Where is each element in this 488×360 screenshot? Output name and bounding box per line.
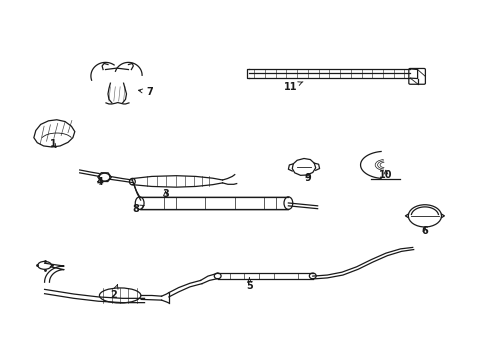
Text: 1: 1 bbox=[50, 139, 57, 149]
Text: 10: 10 bbox=[378, 170, 392, 180]
Text: 9: 9 bbox=[304, 173, 311, 183]
Text: 2: 2 bbox=[110, 285, 118, 301]
Text: 11: 11 bbox=[284, 82, 302, 92]
Text: 8: 8 bbox=[133, 204, 144, 214]
Text: 3: 3 bbox=[162, 189, 168, 199]
Text: 5: 5 bbox=[245, 278, 252, 291]
Text: 6: 6 bbox=[421, 226, 427, 236]
Text: 7: 7 bbox=[138, 87, 152, 97]
Text: 4: 4 bbox=[97, 177, 103, 187]
